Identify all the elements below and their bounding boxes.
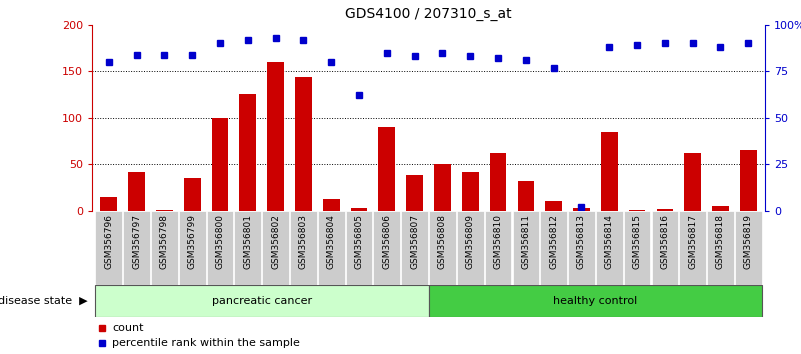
Text: GSM356806: GSM356806 <box>382 214 392 269</box>
FancyBboxPatch shape <box>262 211 289 285</box>
Text: GSM356810: GSM356810 <box>493 214 502 269</box>
Text: GSM356802: GSM356802 <box>271 214 280 269</box>
Text: GSM356805: GSM356805 <box>355 214 364 269</box>
Bar <box>657 209 673 211</box>
Text: GSM356808: GSM356808 <box>438 214 447 269</box>
Bar <box>740 150 757 211</box>
Text: GSM356814: GSM356814 <box>605 214 614 269</box>
Bar <box>239 95 256 211</box>
FancyBboxPatch shape <box>679 211 706 285</box>
FancyBboxPatch shape <box>318 211 344 285</box>
Bar <box>489 153 506 211</box>
FancyBboxPatch shape <box>95 285 429 317</box>
Text: GSM356815: GSM356815 <box>633 214 642 269</box>
Text: GSM356800: GSM356800 <box>215 214 224 269</box>
FancyBboxPatch shape <box>290 211 316 285</box>
Bar <box>629 210 646 211</box>
FancyBboxPatch shape <box>735 211 762 285</box>
Bar <box>211 118 228 211</box>
FancyBboxPatch shape <box>95 211 122 285</box>
Text: disease state  ▶: disease state ▶ <box>0 296 88 306</box>
Bar <box>434 164 451 211</box>
Bar <box>684 153 701 211</box>
Text: percentile rank within the sample: percentile rank within the sample <box>112 338 300 348</box>
Bar <box>573 208 590 211</box>
Bar <box>268 62 284 211</box>
Text: GSM356813: GSM356813 <box>577 214 586 269</box>
Bar <box>351 208 368 211</box>
FancyBboxPatch shape <box>207 211 233 285</box>
Text: GSM356817: GSM356817 <box>688 214 697 269</box>
FancyBboxPatch shape <box>596 211 622 285</box>
Bar <box>379 127 395 211</box>
Text: GSM356816: GSM356816 <box>660 214 670 269</box>
Bar <box>128 172 145 211</box>
Text: healthy control: healthy control <box>553 296 638 306</box>
FancyBboxPatch shape <box>151 211 178 285</box>
FancyBboxPatch shape <box>651 211 678 285</box>
Text: pancreatic cancer: pancreatic cancer <box>211 296 312 306</box>
Bar <box>601 132 618 211</box>
Text: GSM356798: GSM356798 <box>160 214 169 269</box>
Text: GSM356804: GSM356804 <box>327 214 336 269</box>
Bar <box>295 77 312 211</box>
FancyBboxPatch shape <box>235 211 261 285</box>
Text: GSM356801: GSM356801 <box>244 214 252 269</box>
Bar <box>712 206 729 211</box>
Bar <box>406 175 423 211</box>
Bar <box>184 178 200 211</box>
FancyBboxPatch shape <box>541 211 567 285</box>
Text: GSM356809: GSM356809 <box>465 214 475 269</box>
FancyBboxPatch shape <box>457 211 484 285</box>
Text: GSM356819: GSM356819 <box>744 214 753 269</box>
Bar <box>323 199 340 211</box>
Text: GSM356807: GSM356807 <box>410 214 419 269</box>
Text: GSM356811: GSM356811 <box>521 214 530 269</box>
Text: GSM356797: GSM356797 <box>132 214 141 269</box>
FancyBboxPatch shape <box>401 211 428 285</box>
FancyBboxPatch shape <box>568 211 595 285</box>
Bar <box>100 197 117 211</box>
Text: GSM356818: GSM356818 <box>716 214 725 269</box>
FancyBboxPatch shape <box>485 211 511 285</box>
FancyBboxPatch shape <box>123 211 150 285</box>
Title: GDS4100 / 207310_s_at: GDS4100 / 207310_s_at <box>345 7 512 21</box>
FancyBboxPatch shape <box>373 211 400 285</box>
Text: GSM356796: GSM356796 <box>104 214 113 269</box>
Text: count: count <box>112 322 144 332</box>
FancyBboxPatch shape <box>429 211 456 285</box>
Bar <box>517 181 534 211</box>
Text: GSM356803: GSM356803 <box>299 214 308 269</box>
FancyBboxPatch shape <box>513 211 539 285</box>
Bar <box>156 210 173 211</box>
FancyBboxPatch shape <box>429 285 763 317</box>
Text: GSM356812: GSM356812 <box>549 214 558 269</box>
FancyBboxPatch shape <box>179 211 206 285</box>
Bar <box>462 172 478 211</box>
Text: GSM356799: GSM356799 <box>187 214 197 269</box>
FancyBboxPatch shape <box>346 211 372 285</box>
Bar <box>545 201 562 211</box>
FancyBboxPatch shape <box>707 211 734 285</box>
FancyBboxPatch shape <box>624 211 650 285</box>
